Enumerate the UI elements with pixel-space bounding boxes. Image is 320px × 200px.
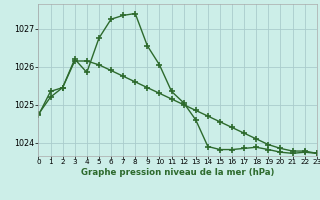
X-axis label: Graphe pression niveau de la mer (hPa): Graphe pression niveau de la mer (hPa) (81, 168, 274, 177)
